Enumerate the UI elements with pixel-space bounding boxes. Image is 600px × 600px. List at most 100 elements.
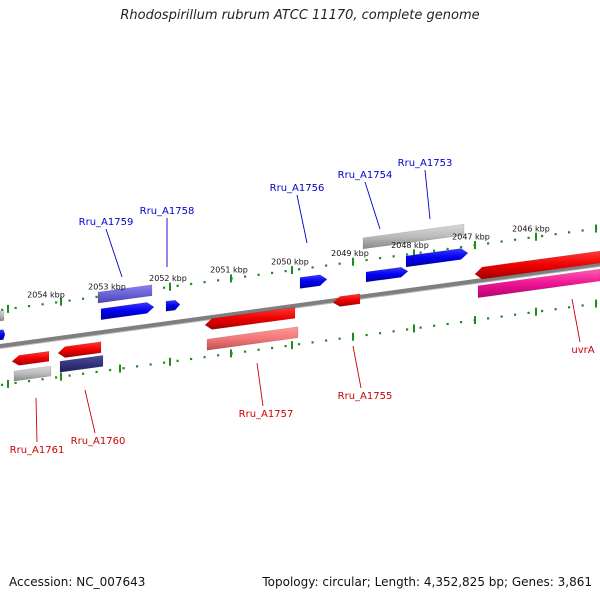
lower-tick-track-dot <box>568 306 571 309</box>
upper-tick-track-dot <box>190 282 193 286</box>
lower-tick-track-dot <box>487 317 490 320</box>
gene-track-gray-upper <box>362 223 465 250</box>
lower-tick-track-dot <box>460 320 463 324</box>
upper-tick-track-dot <box>446 247 449 251</box>
tick-label: 2053 kbp <box>88 282 126 291</box>
upper-tick-track-dot <box>41 303 44 306</box>
upper-tick-track-dot <box>257 273 260 276</box>
upper-tick-track-dot <box>514 238 517 241</box>
lower-tick-track-dot <box>109 368 112 372</box>
gene-arrow-uvra <box>474 250 600 280</box>
gene-arrow-rru-a1754 <box>365 266 409 283</box>
upper-tick-track-dot <box>203 281 206 284</box>
lower-tick-track-dot <box>514 313 517 316</box>
upper-tick-track-dot <box>244 275 247 278</box>
gene-label: Rru_A1755 <box>338 391 393 402</box>
tick-label: 2050 kbp <box>271 257 309 266</box>
tick-label: 2048 kbp <box>391 241 429 250</box>
lower-tick-track-dot <box>271 346 274 350</box>
upper-tick-track-dot <box>379 257 382 260</box>
upper-tick-track-dot <box>325 264 328 267</box>
upper-tick-track-dot <box>568 231 571 234</box>
lower-tick-track-dot <box>122 367 125 370</box>
gene-arrow-rru-a1760 <box>57 341 102 358</box>
gene-label: Rru_A1761 <box>10 445 65 456</box>
gene-arrow-rru-a1757 <box>204 306 296 330</box>
lower-tick-track-dot <box>406 328 409 331</box>
upper-tick-track-dot <box>500 240 503 243</box>
lower-tick-track-dot <box>14 381 17 385</box>
upper-tick-track-dot <box>28 305 31 308</box>
upper-tick-track-dot <box>419 251 422 254</box>
lower-tick-track-dot <box>244 350 247 353</box>
lower-tick-track-dot <box>176 359 179 362</box>
lower-tick-track-dot <box>217 354 220 357</box>
upper-tick-track-dot <box>365 258 368 262</box>
backbone-line <box>0 262 600 348</box>
gene-leader-line <box>296 194 308 244</box>
upper-tick-track-dot <box>82 297 85 300</box>
lower-tick-track-dot <box>338 337 341 340</box>
map-title: Rhodospirillum rubrum ATCC 11170, comple… <box>120 8 480 23</box>
tick-label: 2047 kbp <box>452 233 490 242</box>
lower-tick-track-dot <box>419 326 422 329</box>
lower-tick-track-dot <box>298 343 301 346</box>
lower-tick-track-dot <box>163 361 166 364</box>
upper-tick-track-dot <box>176 284 179 287</box>
gene-label: uvrA <box>571 345 594 356</box>
gene-label: Rru_A1756 <box>270 183 325 194</box>
upper-tick-track-dot <box>284 269 287 273</box>
lower-tick-track-dot <box>257 348 260 351</box>
tick-label: 2051 kbp <box>210 266 248 275</box>
tick-label: 2052 kbp <box>149 274 187 283</box>
gene-leader-line <box>424 169 431 220</box>
topology-text: Topology: circular; Length: 4,352,825 bp… <box>262 575 592 589</box>
gene-leader-line <box>105 228 123 278</box>
upper-tick-track-dot <box>68 299 71 302</box>
lower-tick-track-dot <box>68 374 71 377</box>
tick-label: 2049 kbp <box>331 249 369 258</box>
lower-tick-track-dot <box>149 363 152 366</box>
accession-text: Accession: NC_007643 <box>9 575 146 589</box>
lower-tick-track-dot <box>1 383 4 386</box>
lower-tick-track-dot <box>284 344 287 348</box>
upper-tick-track-dot <box>55 301 58 304</box>
gene-track-gray-left <box>0 310 5 322</box>
lower-tick-track-dot <box>190 357 193 361</box>
gene-arrow-rru-a1755 <box>332 293 361 307</box>
tick-label: 2054 kbp <box>27 291 65 300</box>
upper-tick-track-dot <box>298 268 301 271</box>
lower-tick-track-dot <box>82 372 85 375</box>
lower-tick-track-dot <box>433 324 436 327</box>
upper-tick-track-dot <box>581 229 584 232</box>
upper-tick-track-dot <box>460 245 463 249</box>
gene-arrow-rru-a1761 <box>11 350 50 366</box>
gene-leader-line <box>256 362 264 407</box>
lower-tick-track-dot <box>581 304 584 307</box>
upper-tick-track-dot <box>392 255 395 258</box>
lower-tick-track-dot <box>392 330 395 333</box>
upper-tick-track-dot <box>14 306 17 310</box>
lower-tick-track-dot <box>136 365 139 368</box>
gene-track-pink <box>477 268 600 299</box>
lower-tick-track-dot <box>311 341 314 344</box>
gene-label: Rru_A1754 <box>338 170 393 181</box>
upper-tick-track-dot <box>527 236 530 239</box>
lower-tick-track-dot <box>41 378 44 381</box>
upper-tick-track-dot <box>433 249 436 252</box>
upper-tick-track-dot <box>217 279 220 282</box>
lower-tick-track-dot <box>500 315 503 318</box>
gene-arrow-rru-a1759 <box>100 302 155 321</box>
gene-label: Rru_A1758 <box>140 206 195 217</box>
lower-tick-track-dot <box>325 339 328 342</box>
gene-label: Rru_A1757 <box>239 409 294 420</box>
gene-track-navy <box>59 355 104 373</box>
tick-label: 2046 kbp <box>512 224 550 233</box>
upper-tick-track-dot <box>1 308 4 311</box>
upper-tick-track-dot <box>554 233 557 236</box>
lower-tick-track-dot <box>527 311 530 314</box>
gene-leader-line <box>352 345 362 389</box>
gene-arrow-partial <box>0 329 6 341</box>
gene-label: Rru_A1753 <box>398 158 453 169</box>
gene-leader-line <box>364 181 381 230</box>
